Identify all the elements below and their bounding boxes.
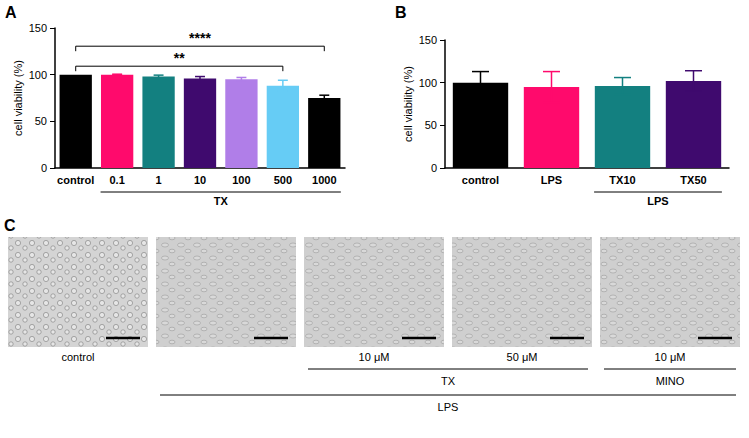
svg-text:50: 50 <box>425 119 437 131</box>
svg-text:**: ** <box>174 50 185 66</box>
svg-text:B: B <box>395 4 407 21</box>
svg-text:LPS: LPS <box>438 401 459 413</box>
svg-text:100: 100 <box>29 69 47 81</box>
svg-text:50: 50 <box>35 115 47 127</box>
svg-text:C: C <box>4 217 16 234</box>
svg-text:100: 100 <box>232 174 250 186</box>
svg-text:MINO: MINO <box>656 375 685 387</box>
svg-text:500: 500 <box>274 174 292 186</box>
svg-text:A: A <box>5 4 17 21</box>
svg-text:1: 1 <box>156 174 162 186</box>
svg-text:cell viability (%): cell viability (%) <box>12 60 24 136</box>
svg-text:****: **** <box>189 30 211 46</box>
svg-text:150: 150 <box>29 22 47 34</box>
svg-text:TX: TX <box>441 375 456 387</box>
svg-text:0: 0 <box>431 162 437 174</box>
svg-text:LPS: LPS <box>647 195 668 207</box>
svg-text:TX50: TX50 <box>680 174 706 186</box>
svg-text:TX10: TX10 <box>609 174 635 186</box>
svg-text:control: control <box>462 174 499 186</box>
svg-text:100: 100 <box>419 77 437 89</box>
svg-text:150: 150 <box>419 34 437 46</box>
svg-text:TX: TX <box>214 195 229 207</box>
svg-text:10 μM: 10 μM <box>359 351 390 363</box>
svg-text:1000: 1000 <box>312 174 336 186</box>
svg-text:0.1: 0.1 <box>109 174 124 186</box>
svg-text:LPS: LPS <box>541 174 562 186</box>
svg-text:10: 10 <box>194 174 206 186</box>
svg-text:0: 0 <box>41 162 47 174</box>
svg-text:50 μM: 50 μM <box>507 351 538 363</box>
svg-text:control: control <box>61 351 94 363</box>
svg-text:cell viability (%): cell viability (%) <box>402 66 414 142</box>
svg-text:10 μM: 10 μM <box>655 351 686 363</box>
svg-text:control: control <box>57 174 94 186</box>
